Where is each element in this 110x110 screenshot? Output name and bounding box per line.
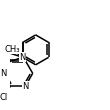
Text: N: N — [0, 69, 6, 78]
Text: Cl: Cl — [0, 93, 8, 102]
Text: CH₃: CH₃ — [4, 45, 20, 54]
Text: N: N — [22, 82, 28, 91]
Text: N: N — [20, 53, 26, 62]
